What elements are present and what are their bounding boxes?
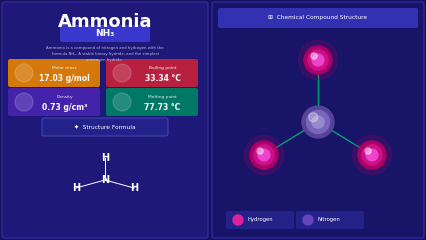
Circle shape: [312, 116, 324, 128]
Text: ⊞  Chemical Compound Structure: ⊞ Chemical Compound Structure: [268, 16, 368, 20]
Text: Boiling point: Boiling point: [149, 66, 176, 70]
FancyBboxPatch shape: [60, 25, 150, 42]
Circle shape: [113, 64, 131, 82]
Circle shape: [308, 50, 328, 70]
FancyBboxPatch shape: [8, 59, 100, 87]
Text: H: H: [130, 183, 138, 193]
FancyBboxPatch shape: [106, 88, 198, 116]
Text: N: N: [101, 175, 109, 185]
Circle shape: [306, 110, 330, 133]
Circle shape: [15, 64, 33, 82]
FancyBboxPatch shape: [2, 2, 208, 238]
Text: 33.34 °C: 33.34 °C: [144, 74, 181, 83]
Circle shape: [309, 113, 318, 122]
Text: NH₃: NH₃: [95, 29, 115, 37]
FancyBboxPatch shape: [212, 2, 424, 238]
Text: Density: Density: [56, 95, 73, 99]
Circle shape: [362, 145, 382, 165]
Text: ✦  Structure Formula: ✦ Structure Formula: [74, 125, 136, 130]
Circle shape: [298, 40, 337, 80]
FancyBboxPatch shape: [8, 88, 100, 116]
Text: 77.73 °C: 77.73 °C: [144, 103, 181, 112]
Text: Molar mass: Molar mass: [52, 66, 77, 70]
Circle shape: [258, 149, 270, 161]
Text: H: H: [72, 183, 80, 193]
Circle shape: [311, 53, 317, 59]
Circle shape: [257, 148, 263, 154]
Circle shape: [365, 148, 371, 154]
Circle shape: [250, 141, 278, 169]
Circle shape: [366, 149, 378, 161]
Text: Ammonia: Ammonia: [58, 13, 152, 31]
FancyBboxPatch shape: [218, 8, 418, 28]
Circle shape: [254, 145, 274, 165]
Circle shape: [304, 46, 332, 74]
Text: 17.03 g/mol: 17.03 g/mol: [39, 74, 90, 83]
Circle shape: [233, 215, 243, 225]
Text: Ammonia is a compound of nitrogen and hydrogen with the
formula NH₃. A stable bi: Ammonia is a compound of nitrogen and hy…: [46, 47, 164, 61]
Circle shape: [352, 135, 391, 175]
Circle shape: [358, 141, 386, 169]
Circle shape: [312, 54, 324, 66]
Circle shape: [113, 93, 131, 111]
Circle shape: [303, 215, 313, 225]
Text: H: H: [101, 153, 109, 163]
FancyBboxPatch shape: [106, 59, 198, 87]
Circle shape: [15, 93, 33, 111]
Text: Nitrogen: Nitrogen: [318, 217, 341, 222]
FancyBboxPatch shape: [42, 118, 168, 136]
Text: Hydrogen: Hydrogen: [248, 217, 273, 222]
FancyBboxPatch shape: [296, 211, 364, 229]
Circle shape: [245, 135, 284, 175]
FancyBboxPatch shape: [226, 211, 294, 229]
Circle shape: [302, 106, 334, 138]
Text: Melting point: Melting point: [148, 95, 177, 99]
Text: 0.73 g/cm³: 0.73 g/cm³: [42, 103, 87, 112]
